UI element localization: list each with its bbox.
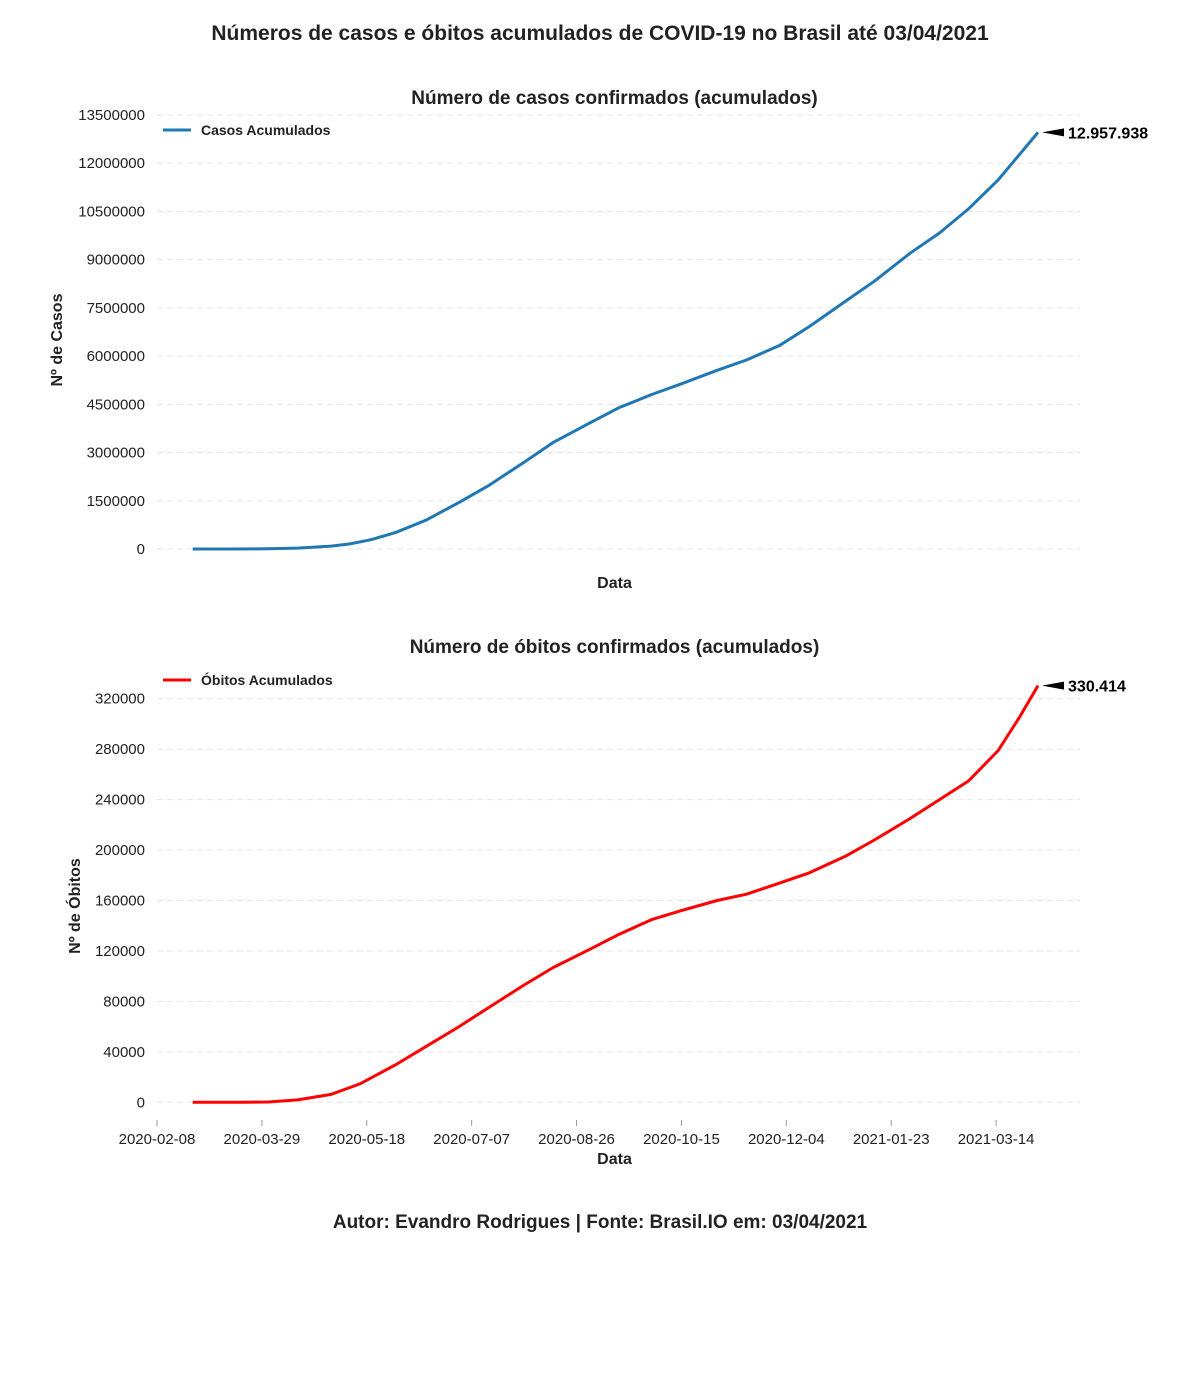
panel-title: Número de óbitos confirmados (acumulados… xyxy=(410,637,820,658)
y-axis-title: Nº de Casos xyxy=(49,293,66,386)
x-tick-label: 2020-10-15 xyxy=(643,1131,720,1148)
y-tick-label: 1500000 xyxy=(87,493,145,510)
y-tick-label: 4500000 xyxy=(87,396,145,413)
x-tick-label: 2020-07-07 xyxy=(433,1131,510,1148)
y-tick-label: 7500000 xyxy=(87,300,145,317)
y-tick-label: 13500000 xyxy=(78,107,145,124)
series-line xyxy=(192,684,1040,1104)
figure-title: Números de casos e óbitos acumulados de … xyxy=(211,22,989,45)
end-value-arrow xyxy=(1042,128,1065,137)
y-tick-label: 280000 xyxy=(95,741,145,758)
y-tick-label: 12000000 xyxy=(78,155,145,172)
end-value-label: 330.414 xyxy=(1068,679,1126,696)
x-tick-label: 2021-01-23 xyxy=(853,1131,930,1148)
y-tick-label: 200000 xyxy=(95,842,145,859)
author-source-footer: Autor: Evandro Rodrigues | Fonte: Brasil… xyxy=(332,1212,868,1233)
legend-label: Óbitos Acumulados xyxy=(201,671,333,688)
x-tick-label: 2020-03-29 xyxy=(224,1131,301,1148)
y-tick-label: 0 xyxy=(137,1094,145,1111)
cases-panel: Número de casos confirmados (acumulados)… xyxy=(49,88,1148,592)
x-tick-label: 2020-02-08 xyxy=(119,1131,196,1148)
x-tick-label: 2020-05-18 xyxy=(328,1131,405,1148)
y-tick-label: 240000 xyxy=(95,792,145,809)
y-tick-label: 6000000 xyxy=(87,348,145,365)
end-value-arrow xyxy=(1042,681,1065,690)
y-tick-label: 160000 xyxy=(95,893,145,910)
y-tick-label: 80000 xyxy=(103,993,145,1010)
y-tick-label: 0 xyxy=(137,541,145,558)
x-tick-label: 2020-12-04 xyxy=(748,1131,825,1148)
y-tick-label: 120000 xyxy=(95,943,145,960)
x-tick-label: 2020-08-26 xyxy=(538,1131,615,1148)
series-line xyxy=(192,131,1040,551)
x-axis-title: Data xyxy=(597,1151,632,1168)
y-tick-label: 10500000 xyxy=(78,203,145,220)
legend-label: Casos Acumulados xyxy=(201,122,331,138)
deaths-panel: Número de óbitos confirmados (acumulados… xyxy=(65,637,1126,1168)
x-axis-title: Data xyxy=(597,575,632,592)
x-tick-label: 2021-03-14 xyxy=(958,1131,1035,1148)
y-tick-label: 40000 xyxy=(103,1044,145,1061)
panel-title: Número de casos confirmados (acumulados) xyxy=(411,88,818,109)
end-value-label: 12.957.938 xyxy=(1068,125,1148,142)
y-tick-label: 9000000 xyxy=(87,252,145,269)
y-tick-label: 3000000 xyxy=(87,445,145,462)
y-tick-label: 320000 xyxy=(95,691,145,708)
y-axis-title: Nº de Óbitos xyxy=(65,858,84,954)
